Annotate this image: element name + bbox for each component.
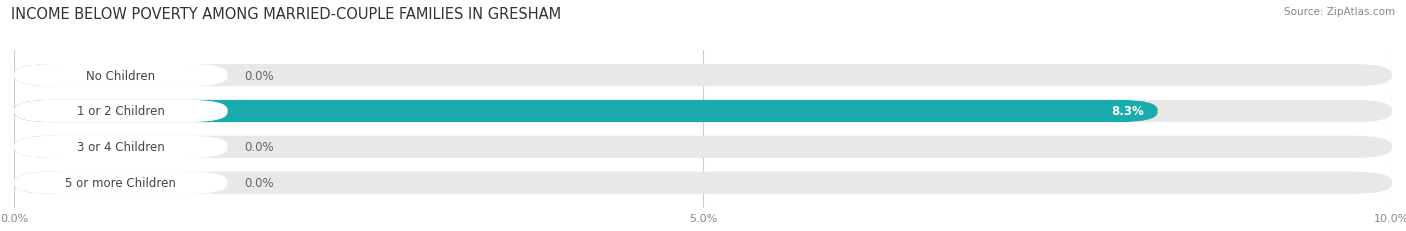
FancyBboxPatch shape	[14, 100, 1392, 123]
FancyBboxPatch shape	[14, 65, 83, 87]
Text: No Children: No Children	[86, 69, 156, 82]
Text: 0.0%: 0.0%	[245, 69, 274, 82]
FancyBboxPatch shape	[14, 136, 83, 158]
FancyBboxPatch shape	[14, 100, 1157, 123]
FancyBboxPatch shape	[14, 65, 228, 87]
Text: INCOME BELOW POVERTY AMONG MARRIED-COUPLE FAMILIES IN GRESHAM: INCOME BELOW POVERTY AMONG MARRIED-COUPL…	[11, 7, 561, 22]
Text: Source: ZipAtlas.com: Source: ZipAtlas.com	[1284, 7, 1395, 17]
Text: 3 or 4 Children: 3 or 4 Children	[77, 141, 165, 154]
Text: 5 or more Children: 5 or more Children	[66, 176, 176, 189]
FancyBboxPatch shape	[14, 65, 1392, 87]
FancyBboxPatch shape	[14, 172, 83, 194]
Text: 8.3%: 8.3%	[1111, 105, 1144, 118]
Text: 1 or 2 Children: 1 or 2 Children	[77, 105, 165, 118]
FancyBboxPatch shape	[14, 100, 228, 123]
FancyBboxPatch shape	[14, 136, 228, 158]
FancyBboxPatch shape	[14, 172, 228, 194]
Text: 0.0%: 0.0%	[245, 141, 274, 154]
FancyBboxPatch shape	[14, 136, 1392, 158]
Text: 0.0%: 0.0%	[245, 176, 274, 189]
FancyBboxPatch shape	[14, 172, 1392, 194]
